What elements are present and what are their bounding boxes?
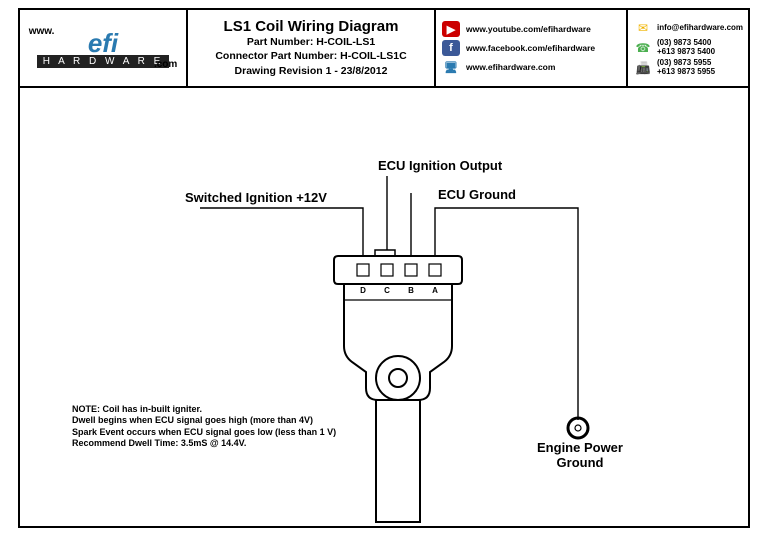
logo-com: .com	[154, 59, 177, 70]
title-rev: Drawing Revision 1 - 23/8/2012	[235, 64, 388, 78]
note-line-4: Recommend Dwell Time: 3.5mS @ 14.4V.	[72, 438, 336, 449]
coil-body	[344, 284, 452, 522]
logo: www. efi H A R D W A R E .com	[37, 28, 170, 68]
title-main: LS1 Coil Wiring Diagram	[224, 18, 399, 35]
fax-icon: 📠	[634, 59, 652, 77]
pin-a: A	[432, 286, 438, 295]
contact-email-text: info@efihardware.com	[657, 24, 743, 33]
web-icon: 🖥	[442, 59, 460, 75]
contact-fax-text: (03) 9873 5955 +613 9873 5955	[657, 59, 715, 77]
label-switched-ignition: Switched Ignition +12V	[185, 190, 327, 205]
facebook-icon: f	[442, 40, 460, 56]
phone-line1: (03) 9873 5400	[657, 38, 711, 47]
label-ecu-output: ECU Ignition Output	[378, 158, 502, 173]
contact-email: ✉ info@efihardware.com	[634, 19, 748, 37]
title-part: Part Number: H-COIL-LS1	[247, 35, 375, 49]
logo-box: www. efi H A R D W A R E .com	[20, 10, 188, 86]
contact-box: ✉ info@efihardware.com ☎ (03) 9873 5400 …	[628, 10, 748, 86]
note-line-1: NOTE: Coil has in-built igniter.	[72, 404, 336, 415]
link-facebook: f www.facebook.com/efihardware	[442, 40, 626, 56]
note-line-3: Spark Event occurs when ECU signal goes …	[72, 427, 336, 438]
label-engine-ground: Engine Power Ground	[536, 440, 624, 470]
logo-hardware: H A R D W A R E	[37, 55, 170, 68]
note-line-2: Dwell begins when ECU signal goes high (…	[72, 415, 336, 426]
logo-www: www.	[29, 26, 55, 37]
ground-ring-inner	[575, 425, 581, 431]
label-engine-ground-2: Ground	[557, 455, 604, 470]
label-ecu-ground: ECU Ground	[438, 187, 516, 202]
contact-fax: 📠 (03) 9873 5955 +613 9873 5955	[634, 59, 748, 77]
wiring-svg: D C B A	[20, 88, 748, 528]
email-icon: ✉	[634, 19, 652, 37]
title-conn: Connector Part Number: H-COIL-LS1C	[215, 49, 406, 63]
link-youtube: ▶ www.youtube.com/efihardware	[442, 21, 626, 37]
logo-efi: efi	[88, 28, 118, 58]
phone-line2: +613 9873 5400	[657, 47, 715, 56]
link-facebook-text: www.facebook.com/efihardware	[466, 43, 595, 53]
diagram-area: D C B A Switched Ignition +12V ECU Ignit…	[20, 88, 748, 528]
fax-line2: +613 9873 5955	[657, 67, 715, 76]
youtube-icon: ▶	[442, 21, 460, 37]
pin-c: C	[384, 286, 390, 295]
pin-d: D	[360, 286, 366, 295]
page-frame: www. efi H A R D W A R E .com LS1 Coil W…	[18, 8, 750, 528]
header: www. efi H A R D W A R E .com LS1 Coil W…	[20, 10, 748, 88]
link-web-text: www.efihardware.com	[466, 62, 555, 72]
ground-ring	[568, 418, 588, 438]
wire-a	[435, 208, 578, 420]
fax-line1: (03) 9873 5955	[657, 58, 711, 67]
link-youtube-text: www.youtube.com/efihardware	[466, 24, 591, 34]
contact-phone: ☎ (03) 9873 5400 +613 9873 5400	[634, 39, 748, 57]
links-box: ▶ www.youtube.com/efihardware f www.face…	[436, 10, 628, 86]
pin-b: B	[408, 286, 414, 295]
title-box: LS1 Coil Wiring Diagram Part Number: H-C…	[188, 10, 436, 86]
link-web: 🖥 www.efihardware.com	[442, 59, 626, 75]
contact-phone-text: (03) 9873 5400 +613 9873 5400	[657, 39, 715, 57]
note-block: NOTE: Coil has in-built igniter. Dwell b…	[72, 404, 336, 449]
phone-icon: ☎	[634, 39, 652, 57]
label-engine-ground-1: Engine Power	[537, 440, 623, 455]
coil-connector	[334, 250, 462, 284]
